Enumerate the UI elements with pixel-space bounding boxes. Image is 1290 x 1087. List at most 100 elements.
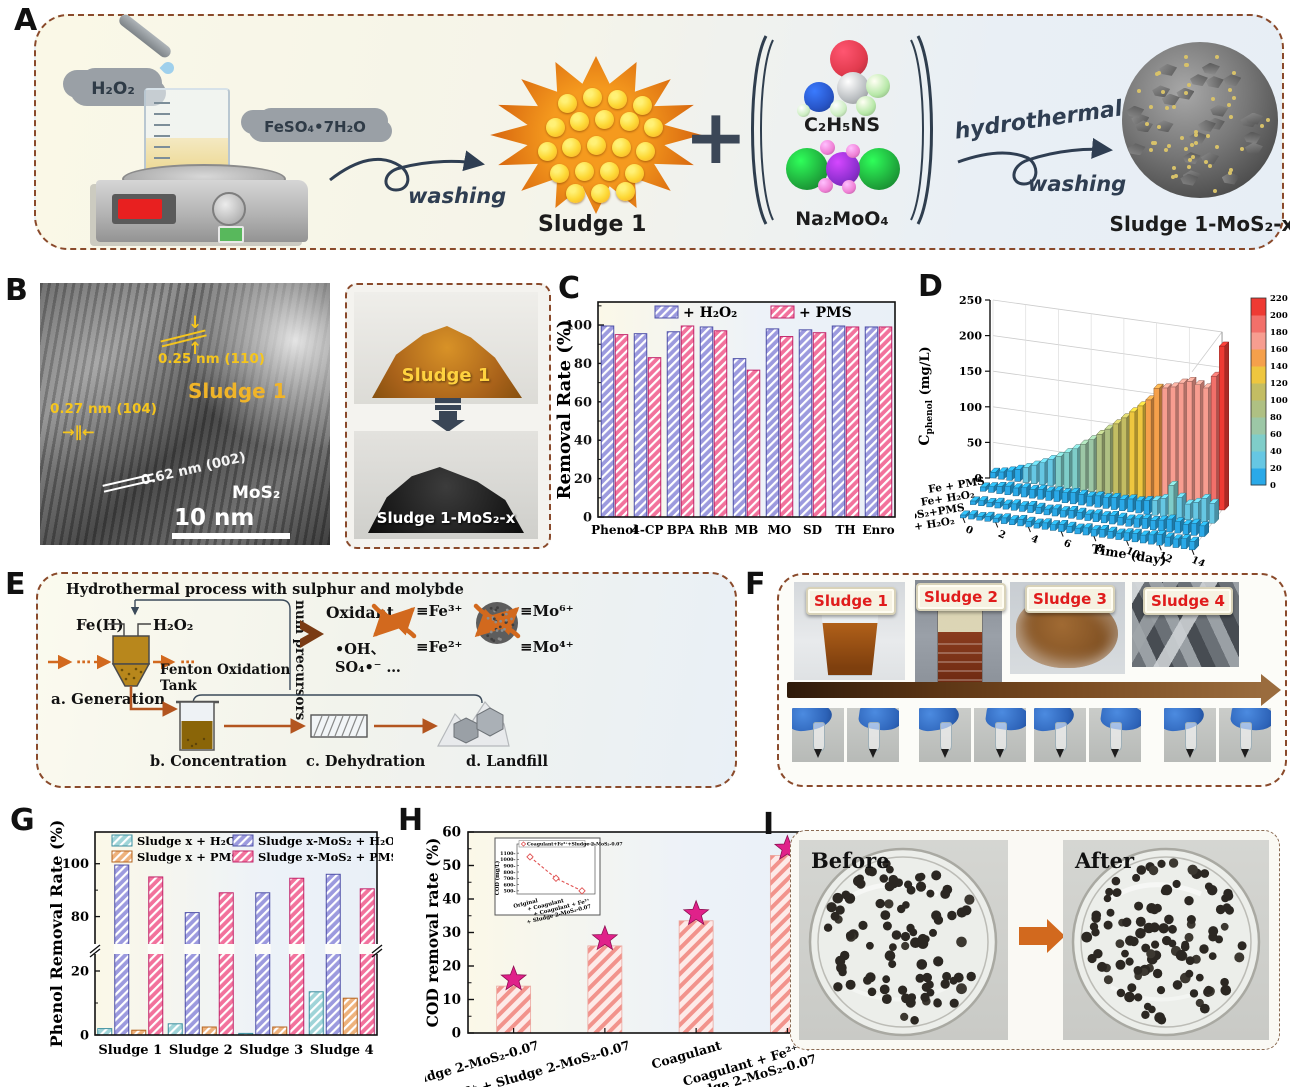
svg-text:40: 40 (442, 892, 461, 908)
nanosheet-petal (1243, 131, 1262, 144)
h2o2-cloud-label: H₂O₂ (70, 72, 156, 106)
bar-0 (496, 985, 532, 1034)
svg-text:160: 160 (1270, 345, 1288, 355)
bar-TH-1 (845, 326, 860, 518)
svg-text:Sludge 1: Sludge 1 (98, 1043, 162, 1058)
pellet (1112, 888, 1121, 897)
step-b-label: b. Concentration (150, 753, 287, 770)
pellet (1116, 988, 1126, 998)
pellet (867, 867, 877, 877)
pellet (835, 955, 846, 966)
pellet (926, 889, 935, 898)
display-screen (118, 199, 162, 219)
tube-pellet (1111, 749, 1119, 758)
flower-texture (492, 639, 496, 643)
sludge-particle (633, 96, 652, 115)
bar-Sludge 4-0 (308, 991, 324, 1036)
pellet (901, 941, 910, 951)
bar-BPA-1 (680, 325, 695, 518)
pellet (881, 994, 892, 1004)
panel-a-letter: A (14, 3, 38, 38)
centrifuge-tube (1240, 722, 1252, 752)
powder-photos-box: Sludge 1 Sludge 1-MoS₂-x (345, 283, 551, 549)
pellet (1181, 940, 1190, 949)
centrifuge-tube (940, 722, 952, 752)
power-button (218, 226, 244, 243)
svg-text:SD: SD (803, 523, 822, 537)
tank-label-2: Tank (160, 678, 197, 694)
gold-dot (1154, 72, 1159, 77)
sludge-particle (644, 118, 663, 137)
bar-Sludge 2-3 (218, 892, 234, 1036)
scalebar-label: 10 nm (174, 505, 255, 531)
pellet (964, 894, 975, 905)
bar-BPA-0 (666, 331, 681, 518)
gold-dot (1226, 102, 1231, 107)
pellet (909, 928, 918, 937)
bar-Phenol-1 (614, 334, 629, 518)
step-d-label: d. Landfill (466, 753, 549, 770)
svg-text:Original: Original (513, 898, 539, 910)
pellet (956, 907, 967, 918)
pellet (845, 979, 856, 990)
pellet (1164, 914, 1174, 925)
bar-Sludge 1-3 (148, 876, 164, 1036)
pellet (1132, 873, 1141, 882)
pellet (1234, 952, 1245, 963)
pellet (1162, 935, 1172, 946)
radicals2-label: SO₄•⁻ … (335, 659, 401, 676)
flower-texture (499, 638, 502, 641)
svg-text:6: 6 (1062, 538, 1073, 551)
tem-sludge1-label: Sludge 1 (188, 379, 287, 403)
tube-pellet (1241, 749, 1249, 758)
progression-arrow-head (1261, 674, 1281, 706)
pellet (1168, 858, 1179, 868)
svg-text:MO: MO (768, 523, 792, 537)
pellet (1220, 977, 1229, 987)
svg-text:+ H₂O₂: + H₂O₂ (683, 305, 737, 321)
nanosheet-petal (1244, 142, 1263, 155)
inset-chart: 500-600-700-800-900-1000-1100- Coagulant+… (494, 837, 623, 926)
svg-text:MB: MB (735, 523, 758, 537)
gold-dot (1214, 55, 1219, 60)
pellet (1208, 926, 1219, 937)
nanosheet-petal (1189, 131, 1208, 144)
svg-text:0: 0 (80, 1029, 89, 1044)
svg-text:Phenol Removal Rate (%): Phenol Removal Rate (%) (48, 820, 66, 1048)
e-title-vertical: num precursors (292, 600, 308, 721)
step-a-label: a. Generation (51, 690, 165, 708)
svg-text:0: 0 (452, 1026, 461, 1042)
panel-i-letter: I (763, 807, 775, 842)
pellet (1121, 949, 1129, 958)
pellet (956, 936, 967, 948)
pellet (832, 892, 844, 904)
stirrer-base (96, 180, 308, 243)
pellet (1136, 865, 1147, 875)
nanosheet-petal (1127, 143, 1146, 156)
sludge1-photo-label: Sludge 1 (401, 365, 491, 386)
pellet (1129, 936, 1139, 947)
pellet (1158, 923, 1169, 934)
fenton-tank-body (112, 635, 150, 665)
flower-texture (503, 627, 506, 631)
gold-dot (1203, 159, 1208, 164)
nanosheet-petal (1189, 74, 1208, 87)
after-dish (1071, 847, 1261, 1037)
sludge-particle (575, 162, 594, 181)
feso4-cloud-label: FeSO₄•7H₂O (248, 112, 382, 142)
legend-swatch (111, 850, 133, 863)
svg-text:120: 120 (1270, 379, 1288, 389)
pellet (1161, 884, 1173, 896)
panel-d-letter: D (918, 269, 943, 304)
gold-dot (1265, 117, 1270, 122)
centrifuge-tube (1055, 722, 1067, 752)
svg-text:200: 200 (1270, 311, 1288, 321)
tube-pellet (869, 749, 877, 758)
panel-a-scheme: H₂O₂ FeSO₄•7H₂O washing Sludge 1 + C₂H₅N… (34, 12, 1290, 250)
sludge-particle (546, 118, 565, 137)
svg-text:60: 60 (1270, 430, 1282, 440)
pellet (1133, 966, 1143, 975)
atom (830, 40, 868, 78)
panel-f-letter: F (745, 567, 766, 602)
before-after-arrow-shaft (1019, 927, 1049, 945)
